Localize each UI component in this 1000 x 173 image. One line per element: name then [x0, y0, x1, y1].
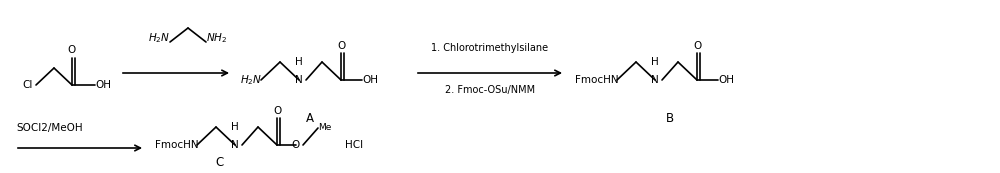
Text: C: C	[216, 157, 224, 170]
Text: O: O	[337, 41, 345, 51]
Text: N: N	[295, 75, 303, 85]
Text: $NH_2$: $NH_2$	[206, 31, 227, 45]
Text: $H_2N$: $H_2N$	[240, 73, 262, 87]
Text: O: O	[273, 106, 281, 116]
Text: OH: OH	[95, 80, 111, 90]
Text: 2. Fmoc-OSu/NMM: 2. Fmoc-OSu/NMM	[445, 85, 535, 95]
Text: HCl: HCl	[345, 140, 363, 150]
Text: N: N	[651, 75, 659, 85]
Text: $H_2N$: $H_2N$	[148, 31, 170, 45]
Text: O: O	[68, 45, 76, 55]
Text: B: B	[666, 112, 674, 125]
Text: Me: Me	[318, 124, 331, 133]
Text: SOCl2/MeOH: SOCl2/MeOH	[17, 123, 83, 133]
Text: A: A	[306, 112, 314, 125]
Text: O: O	[693, 41, 701, 51]
Text: O: O	[292, 140, 300, 150]
Text: H: H	[231, 122, 239, 132]
Text: FmocHN: FmocHN	[155, 140, 199, 150]
Text: Cl: Cl	[22, 80, 32, 90]
Text: FmocHN: FmocHN	[575, 75, 619, 85]
Text: 1. Chlorotrimethylsilane: 1. Chlorotrimethylsilane	[431, 43, 549, 53]
Text: OH: OH	[718, 75, 734, 85]
Text: N: N	[231, 140, 239, 150]
Text: H: H	[295, 57, 303, 67]
Text: OH: OH	[362, 75, 378, 85]
Text: H: H	[651, 57, 659, 67]
